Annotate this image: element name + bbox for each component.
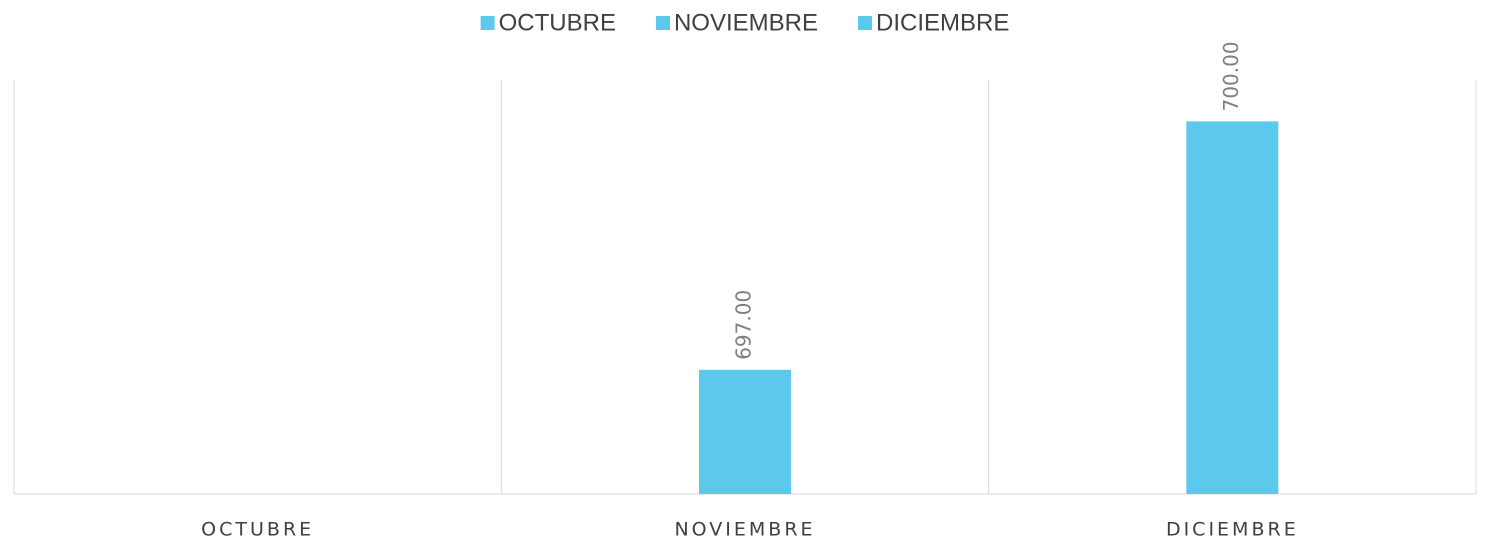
legend-label: OCTUBRE <box>499 9 616 36</box>
bar <box>699 369 791 494</box>
data-label: 697.00 <box>732 290 756 360</box>
x-tick-label: OCTUBRE <box>201 519 314 541</box>
bar <box>1186 121 1279 495</box>
x-tick-label: DICIEMBRE <box>1166 519 1299 541</box>
legend-label: NOVIEMBRE <box>674 9 818 36</box>
legend: OCTUBRE NOVIEMBRE DICIEMBRE <box>480 9 1009 36</box>
legend-swatch <box>858 16 873 30</box>
legend-label: DICIEMBRE <box>876 9 1009 36</box>
legend-swatch <box>480 16 495 30</box>
legend-swatch <box>655 16 670 30</box>
x-tick-label: NOVIEMBRE <box>674 519 815 541</box>
data-label: 700.00 <box>1219 41 1243 111</box>
